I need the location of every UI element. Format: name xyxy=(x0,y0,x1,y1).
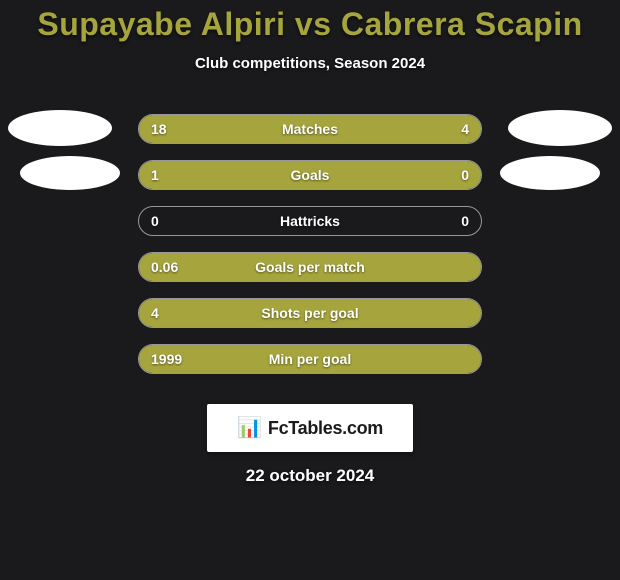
player-photo-right xyxy=(500,156,600,190)
stat-row: 18 Matches 4 xyxy=(0,114,620,160)
brand-logo: 📊 FcTables.com xyxy=(207,404,413,452)
stat-pill: 4 Shots per goal xyxy=(138,298,482,328)
player-photo-left xyxy=(20,156,120,190)
brand-text: FcTables.com xyxy=(268,418,383,439)
player-photo-left xyxy=(8,110,112,146)
stat-pill: 0 Hattricks 0 xyxy=(138,206,482,236)
stat-label: Hattricks xyxy=(139,207,481,235)
stat-row: 1 Goals 0 xyxy=(0,160,620,206)
stat-value-right: 0 xyxy=(461,207,469,235)
stat-label: Goals per match xyxy=(139,253,481,281)
stat-pill: 1999 Min per goal xyxy=(138,344,482,374)
stat-row: 4 Shots per goal xyxy=(0,298,620,344)
stat-value-right: 4 xyxy=(461,115,469,143)
stat-row: 0 Hattricks 0 xyxy=(0,206,620,252)
stat-value-right: 0 xyxy=(461,161,469,189)
stat-pill: 1 Goals 0 xyxy=(138,160,482,190)
stats-list: 18 Matches 4 1 Goals 0 0 Hattricks xyxy=(0,114,620,390)
chart-icon: 📊 xyxy=(237,418,262,438)
footer-date: 22 october 2024 xyxy=(0,466,620,486)
stat-label: Shots per goal xyxy=(139,299,481,327)
stat-pill: 18 Matches 4 xyxy=(138,114,482,144)
stat-pill: 0.06 Goals per match xyxy=(138,252,482,282)
stat-row: 1999 Min per goal xyxy=(0,344,620,390)
player-photo-right xyxy=(508,110,612,146)
comparison-card: Supayabe Alpiri vs Cabrera Scapin Club c… xyxy=(0,0,620,580)
stat-label: Goals xyxy=(139,161,481,189)
page-subtitle: Club competitions, Season 2024 xyxy=(0,55,620,72)
stat-label: Min per goal xyxy=(139,345,481,373)
stat-label: Matches xyxy=(139,115,481,143)
stat-row: 0.06 Goals per match xyxy=(0,252,620,298)
page-title: Supayabe Alpiri vs Cabrera Scapin xyxy=(0,6,620,43)
